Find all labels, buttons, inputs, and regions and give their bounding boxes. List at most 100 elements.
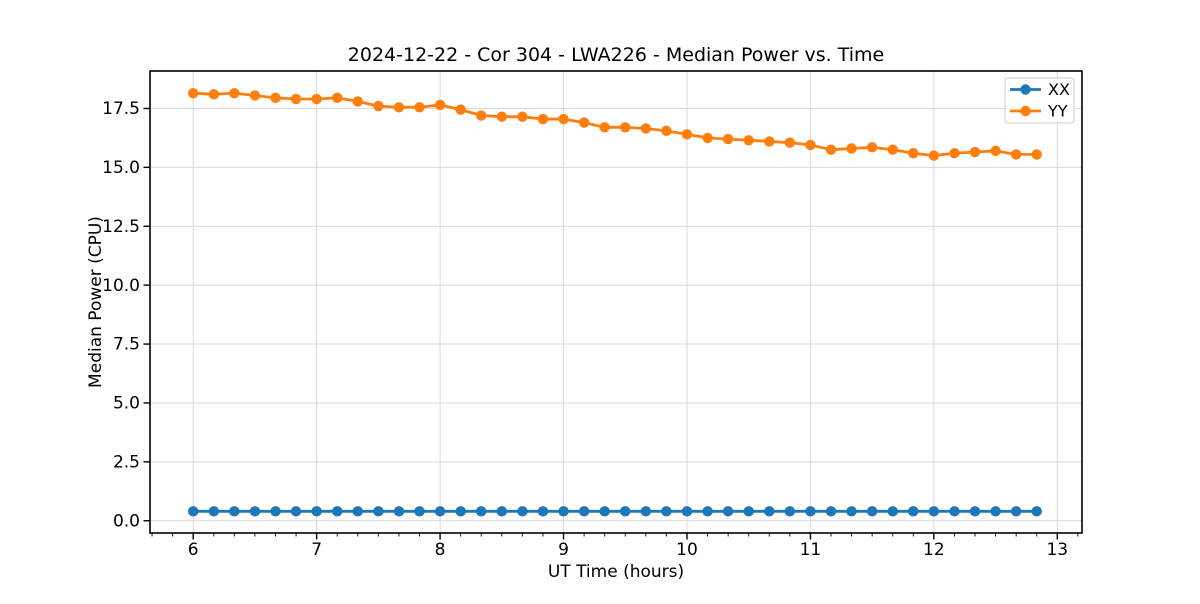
data-point-yy (455, 104, 466, 115)
data-point-yy (866, 142, 878, 153)
data-point-yy (475, 110, 487, 121)
x-axis-tick-label: 8 (435, 540, 446, 560)
data-point-yy (887, 144, 898, 155)
data-point-xx (290, 506, 302, 517)
legend-label-yy: YY (1047, 101, 1068, 120)
data-point-yy (928, 150, 940, 161)
data-point-xx (866, 506, 878, 517)
data-point-xx (681, 506, 693, 517)
data-point-xx (352, 506, 363, 517)
x-axis-tick-label: 6 (188, 540, 199, 560)
data-point-xx (928, 506, 940, 517)
y-axis-tick-label: 17.5 (102, 99, 140, 119)
data-point-xx (188, 506, 199, 517)
plot-area: 6 7 8 9 10 11 12 13 0.0 2.5 5.0 7.5 10.0 12.5 15.0 17.5… (102, 70, 1083, 560)
data-point-xx (311, 506, 322, 517)
data-point-xx (784, 506, 796, 517)
plot-border (149, 70, 1083, 534)
x-axis-tick-label: 13 (1046, 540, 1068, 560)
data-point-yy (537, 113, 549, 125)
data-point-yy (784, 137, 796, 148)
data-point-xx (640, 506, 652, 517)
data-point-yy (846, 143, 857, 154)
x-axis-tick-label: 7 (311, 540, 322, 560)
data-point-xx (373, 506, 384, 517)
data-point-yy (270, 92, 281, 104)
data-point-yy (949, 148, 960, 159)
y-axis-tick-label: 5.0 (113, 394, 140, 414)
data-point-xx (599, 506, 610, 517)
data-point-yy (414, 102, 425, 113)
data-point-xx (229, 506, 240, 517)
data-point-yy (825, 144, 837, 155)
data-point-xx (846, 506, 857, 517)
data-point-xx (455, 506, 466, 517)
data-point-yy (290, 93, 302, 105)
data-point-xx (887, 506, 898, 517)
data-point-xx (949, 506, 960, 517)
data-point-xx (434, 506, 446, 517)
data-point-yy (681, 129, 693, 140)
data-point-xx (475, 506, 487, 517)
data-point-xx (969, 506, 981, 517)
data-point-yy (332, 92, 343, 104)
data-point-yy (352, 96, 363, 107)
data-point-xx (1031, 506, 1042, 517)
y-axis-tick-label: 15.0 (102, 158, 140, 178)
x-axis-tick-label: 9 (558, 540, 569, 560)
legend: XX YY (1004, 77, 1075, 124)
data-point-xx (825, 506, 837, 517)
data-point-yy (578, 117, 590, 128)
data-point-yy (558, 113, 569, 125)
data-point-xx (414, 506, 425, 517)
data-point-yy (229, 87, 240, 99)
legend-label-xx: XX (1048, 80, 1070, 99)
x-axis-tick-label: 12 (923, 540, 945, 560)
data-point-xx (249, 506, 261, 517)
data-point-yy (311, 93, 322, 105)
data-point-xx (620, 506, 631, 517)
data-point-yy (393, 102, 405, 113)
x-axis-tick-label: 10 (676, 540, 698, 560)
data-point-xx (537, 506, 549, 517)
data-point-xx (990, 506, 1001, 517)
y-axis-tick-label: 7.5 (113, 335, 140, 355)
data-point-yy (249, 90, 261, 101)
y-axis-tick-label: 12.5 (102, 217, 140, 237)
y-axis-tick-label: 10.0 (102, 276, 140, 296)
y-axis-tick-label: 2.5 (113, 452, 140, 472)
data-point-xx (702, 506, 713, 517)
data-point-yy (208, 89, 220, 100)
data-point-xx (661, 506, 672, 517)
data-point-xx (578, 506, 590, 517)
data-point-yy (496, 111, 508, 122)
data-point-yy (969, 146, 981, 158)
data-point-yy (805, 139, 816, 151)
data-point-yy (661, 125, 672, 137)
data-point-yy (722, 133, 734, 145)
data-point-yy (1011, 149, 1022, 160)
data-point-yy (620, 122, 631, 133)
data-point-xx (393, 506, 405, 517)
data-point-xx (517, 506, 528, 517)
y-axis-label: Median Power (CPU) (86, 216, 106, 388)
chart-title: 2024-12-22 - Cor 304 - LWA226 - Median P… (348, 44, 884, 66)
data-point-yy (373, 100, 384, 112)
data-point-yy (188, 87, 199, 99)
data-point-yy (908, 148, 919, 159)
data-point-yy (599, 122, 610, 133)
data-point-xx (743, 506, 754, 517)
y-axis-tick-label: 0.0 (113, 511, 140, 531)
data-point-yy (434, 99, 446, 111)
data-point-yy (764, 136, 775, 147)
data-point-xx (1011, 506, 1022, 517)
legend-swatch-marker-yy (1020, 105, 1031, 117)
data-point-xx (908, 506, 919, 517)
legend-swatch-marker-xx (1020, 84, 1031, 95)
data-point-xx (332, 506, 343, 517)
data-point-xx (805, 506, 816, 517)
data-point-yy (640, 123, 652, 134)
data-point-yy (517, 111, 528, 122)
